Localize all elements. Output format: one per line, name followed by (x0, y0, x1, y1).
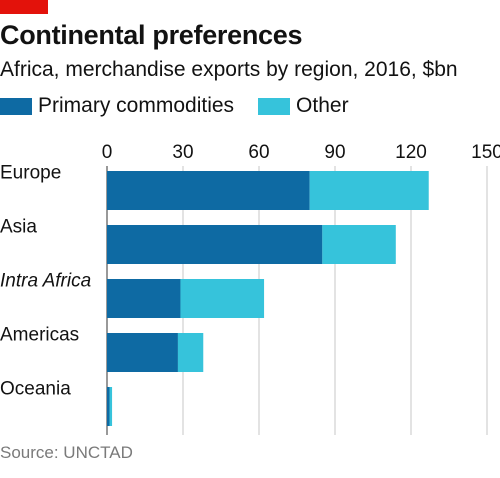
x-tick-label: 150 (471, 142, 500, 163)
source-note: Source: UNCTAD (0, 443, 133, 462)
x-tick-label: 120 (395, 142, 427, 163)
bar-chart: 0 30 60 90 120 150 Europe Asia Intra Africa Ameri… (0, 142, 500, 435)
brand-red-tag (0, 0, 48, 14)
category-label: Asia (0, 217, 37, 238)
x-tick-label: 0 (102, 142, 113, 163)
bar-primary (107, 225, 323, 264)
bar-primary (107, 171, 310, 210)
x-tick-label: 30 (172, 142, 193, 163)
bar-other (180, 279, 265, 318)
legend-item-other: Other (258, 94, 349, 118)
bar-primary (107, 387, 110, 426)
category-label: Europe (0, 163, 61, 184)
chart-title: Continental preferences (0, 20, 303, 50)
x-tick-label: 90 (324, 142, 345, 163)
bar-other (177, 333, 204, 372)
category-label: Intra Africa (0, 271, 91, 292)
x-tick-label: 60 (248, 142, 269, 163)
chart-legend: Primary commodities Other (0, 94, 373, 118)
legend-label-other: Other (296, 94, 349, 117)
bar-other (309, 171, 429, 210)
legend-label-primary: Primary commodities (38, 94, 235, 117)
legend-swatch-other (258, 97, 291, 115)
bar-primary (107, 333, 178, 372)
category-label: Americas (0, 325, 79, 346)
bar-other (322, 225, 396, 264)
legend-swatch-primary (0, 97, 32, 115)
chart-subtitle: Africa, merchandise exports by region, 2… (0, 58, 458, 81)
bar-other (109, 387, 113, 426)
bar-primary (107, 279, 181, 318)
category-label: Oceania (0, 379, 71, 400)
legend-item-primary: Primary commodities (0, 94, 234, 118)
